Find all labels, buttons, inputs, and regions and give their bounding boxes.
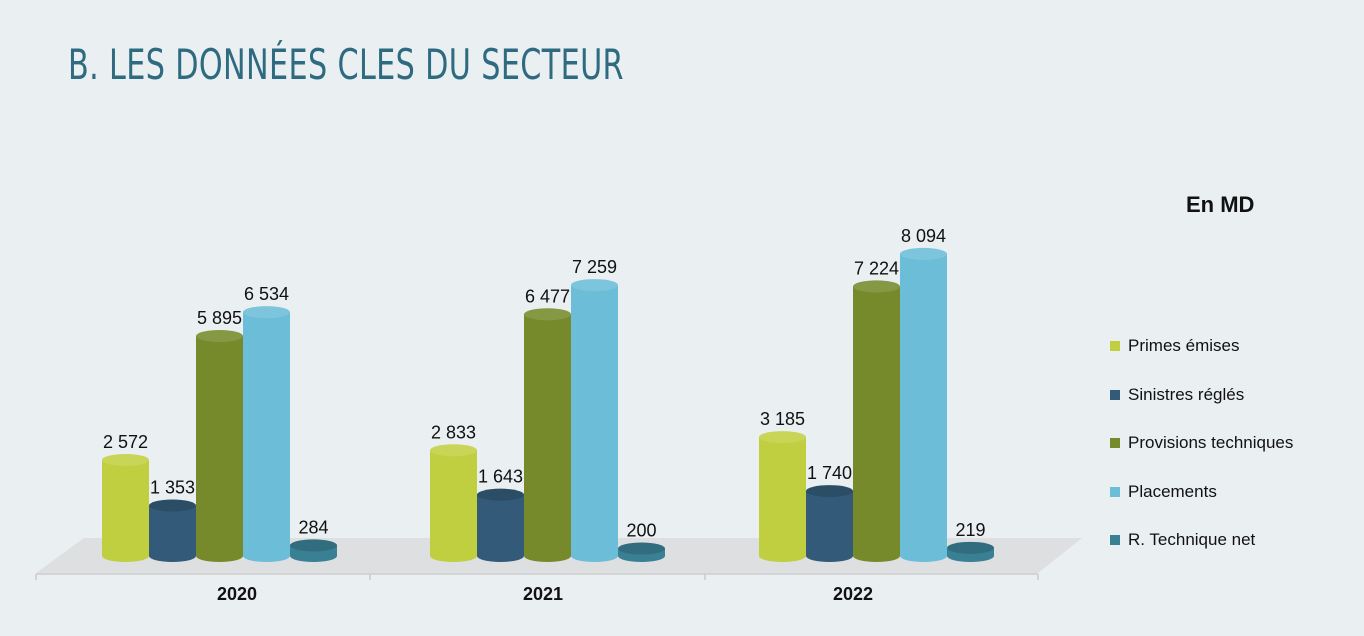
data-label: 6 477 [525,286,570,306]
bar-top [102,454,149,467]
bar [618,542,665,562]
bar-top [853,280,900,293]
bar [759,431,806,562]
bar-body [806,491,853,562]
bar [900,247,947,562]
legend-label: Provisions techniques [1128,433,1294,453]
legend-item: Provisions techniques [1110,419,1293,468]
bar-top [524,308,571,321]
bar-top [196,329,243,342]
bar [571,279,618,562]
data-label: 219 [955,520,985,540]
data-label: 6 534 [244,284,289,304]
legend-item: Sinistres réglés [1110,371,1293,420]
bar-top [571,279,618,292]
bar [290,539,337,562]
data-label: 5 895 [197,308,242,328]
x-tick-label: 2022 [833,584,873,604]
bar-body [524,314,571,562]
bar-top [477,488,524,501]
bar-body [759,437,806,562]
bar-body [430,450,477,562]
data-label: 2 572 [103,432,148,452]
bar [853,280,900,562]
unit-label: En MD [1186,192,1255,217]
bar-body [102,460,149,562]
bar-body [853,286,900,562]
page-title: B. LES DONNÉES CLES DU SECTEUR [68,40,624,89]
bar-top [806,485,853,498]
bar-top [149,499,196,512]
data-label: 7 224 [854,258,899,278]
bar-top [759,431,806,444]
data-label: 200 [626,521,656,541]
legend-label: Placements [1128,481,1217,501]
bar-body [149,505,196,562]
data-label: 3 185 [760,409,805,429]
legend-item: Placements [1110,468,1293,517]
bar [947,541,994,562]
legend-label: Primes émises [1128,336,1240,356]
x-tick-label: 2020 [217,584,257,604]
data-label: 7 259 [572,257,617,277]
legend-item: R. Technique net [1110,516,1293,565]
bar [806,485,853,562]
bar [196,329,243,562]
x-axis: 2020 2021 2022 [35,573,1039,604]
bar-top [430,444,477,457]
legend-item: Primes émises [1110,322,1293,371]
bar [430,444,477,562]
legend-swatch [1110,438,1120,449]
legend-swatch [1110,486,1120,497]
bar [524,308,571,562]
bars [102,247,994,562]
bar-top [290,539,337,552]
data-label: 284 [298,517,328,537]
data-label: 2 833 [431,422,476,442]
bar-top [947,541,994,554]
bar [477,488,524,562]
bar-body [571,285,618,562]
bar [149,499,196,562]
data-label: 8 094 [901,226,946,246]
legend: Primes émises Sinistres réglés Provision… [1110,322,1293,565]
bar [102,454,149,562]
legend-label: R. Technique net [1128,530,1256,550]
bar [243,306,290,562]
data-label: 1 353 [150,478,195,498]
bar-body [196,335,243,562]
bar-top [243,306,290,319]
x-tick-label: 2021 [523,584,563,604]
legend-swatch [1110,535,1120,546]
data-label: 1 643 [478,467,523,487]
bar-body [900,253,947,562]
bar-body [477,494,524,562]
bar-top [900,247,947,260]
legend-swatch [1110,389,1120,400]
legend-label: Sinistres réglés [1128,384,1245,404]
data-label: 1 740 [807,463,852,483]
bar-top [618,542,665,555]
legend-swatch [1110,341,1120,352]
bar-body [243,312,290,562]
